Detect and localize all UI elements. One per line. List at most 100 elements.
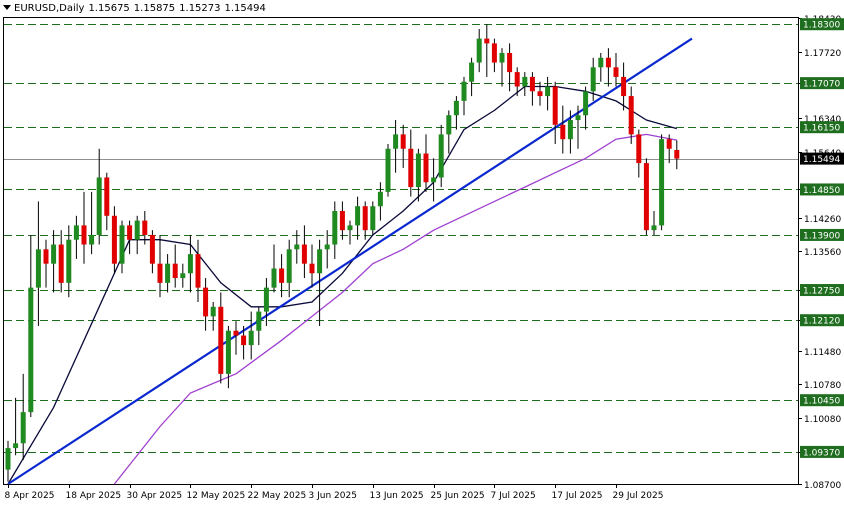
level-label: 1.16150 [803,124,840,134]
candle-body [241,335,247,346]
candle [43,239,49,288]
candle [605,48,611,87]
candle [96,148,102,245]
candle [142,211,148,245]
candle-body [491,43,497,63]
candle-body [119,225,125,264]
candle-body [294,244,300,250]
candle-body [583,91,589,116]
x-tick-label: 8 Apr 2025 [5,491,55,501]
level-label: 1.18300 [803,21,840,31]
candle-body [66,239,72,283]
x-tick-label: 3 Jun 2025 [309,491,357,501]
candle-body [271,268,277,288]
candle-body [423,153,429,183]
candle-body [666,139,672,149]
candle [301,225,307,279]
x-tick-label: 30 Apr 2025 [127,491,183,501]
candle [423,134,429,192]
candle [438,124,444,188]
candle [446,110,452,154]
candle-body [659,139,665,226]
candle-body [545,86,551,97]
candle-body [567,120,573,140]
level-label: 1.10450 [803,397,840,407]
level-label-bg [800,77,844,90]
candle [408,129,414,197]
dropdown-triangle-icon[interactable] [3,5,11,10]
candle [172,244,178,288]
candle-body [438,134,444,178]
moving-average-fast-group [7,85,677,485]
candle-body [415,153,421,188]
candle [119,220,125,274]
candle [621,62,627,111]
candle-body [248,330,254,346]
candle-body [628,96,634,135]
candle-body [35,249,41,288]
candle-body [195,254,201,288]
candle-body [324,244,330,250]
candle [377,182,383,221]
candle-body [5,448,11,470]
candle [180,263,186,288]
candle-body [89,234,95,245]
candle [628,86,634,144]
candle-body [339,211,345,231]
candle-body [393,134,399,149]
level-label: 1.12750 [803,287,840,297]
candle [324,230,330,269]
y-tick-label: 1.13560 [804,248,841,258]
x-tick-label: 18 Apr 2025 [66,491,122,501]
candle [73,215,79,259]
candle [583,86,589,130]
level-label-bg [800,18,844,31]
candle [393,120,399,173]
candle-body [598,57,604,68]
candle [415,148,421,202]
trendline [7,37,693,485]
candle [575,105,581,149]
candle-body [476,38,482,63]
candle-body [286,249,292,283]
trendline-group [7,37,693,485]
candle-body [28,287,34,413]
candle-body [408,148,414,188]
candle-body [537,91,543,97]
candles [5,24,680,482]
candle-body [13,443,19,449]
candle-body [43,249,49,264]
candle [567,110,573,154]
level-label-bg [800,121,844,134]
candle [355,196,361,240]
candle [347,220,353,245]
level-label: 1.13900 [803,231,840,241]
candle [545,76,551,111]
candle-body [332,211,338,245]
level-label: 1.12120 [803,317,840,327]
candle [643,158,649,235]
moving-average-slow [113,133,677,485]
low-value: 1.15273 [179,3,221,14]
candle-body [453,100,459,116]
candle-body [643,163,649,231]
candle [35,201,41,326]
candle [225,325,231,389]
candle [332,201,338,259]
candle [195,239,201,303]
candle [469,57,475,97]
x-tick-label: 7 Jul 2025 [491,491,536,501]
candle [317,239,323,326]
candle [400,124,406,168]
candle [104,172,110,231]
time-axis: 8 Apr 2025 18 Apr 2025 30 Apr 2025 12 May 2… [5,484,663,501]
candle-body [96,177,102,235]
level-label-bg [800,284,844,297]
candle-body [514,72,520,87]
candle-body [590,67,596,92]
candle-body [73,225,79,240]
candle [636,129,642,178]
candle-body [674,149,680,159]
candle [507,43,513,92]
